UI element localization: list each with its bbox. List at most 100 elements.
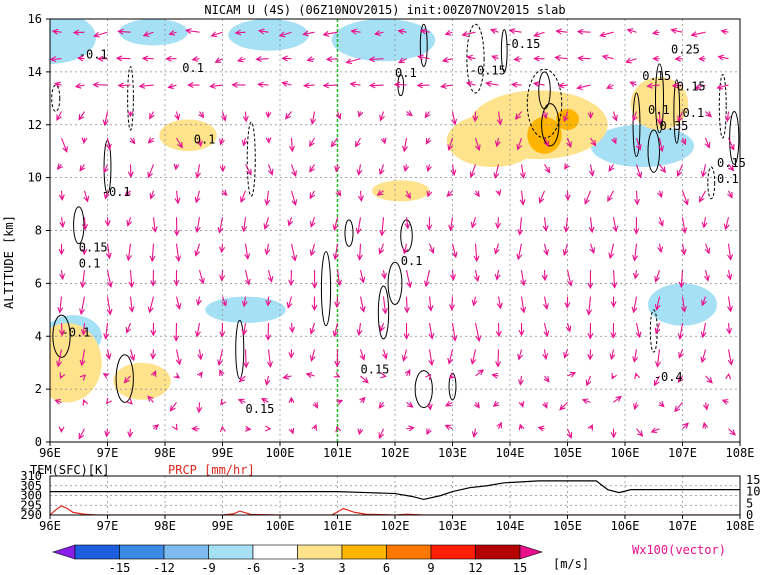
wind-vector bbox=[237, 398, 246, 405]
surface-x-tick-label: 108E bbox=[726, 519, 755, 533]
wind-vector bbox=[290, 243, 298, 262]
wind-vector bbox=[609, 349, 616, 361]
shading-region bbox=[372, 180, 430, 202]
wind-vector bbox=[356, 322, 363, 337]
wind-vector bbox=[79, 296, 86, 316]
wind-vector bbox=[104, 428, 111, 438]
wind-vector bbox=[403, 296, 410, 314]
contour-label: 0.15 bbox=[717, 156, 746, 170]
y-tick-label: 0 bbox=[35, 435, 42, 449]
wind-vector bbox=[585, 375, 592, 387]
wind-vector bbox=[444, 400, 453, 407]
wind-vector bbox=[449, 296, 455, 311]
colorbar-segment bbox=[74, 544, 120, 560]
wind-vector bbox=[701, 296, 707, 307]
wind-vector bbox=[728, 164, 735, 172]
wind-vector bbox=[58, 322, 65, 337]
wind-vector bbox=[150, 349, 157, 360]
wind-vector bbox=[704, 270, 710, 282]
wind-vector bbox=[611, 137, 617, 145]
wind-vector bbox=[474, 137, 481, 152]
wind-vector bbox=[312, 402, 318, 409]
wind-vector bbox=[334, 296, 341, 309]
contour-line bbox=[654, 63, 665, 134]
contour-label: 0.35 bbox=[660, 119, 689, 133]
wind-vector bbox=[288, 349, 295, 359]
wind-vector bbox=[58, 426, 65, 433]
contour-label: 0.1 bbox=[717, 172, 739, 186]
wind-vector bbox=[543, 322, 550, 338]
wind-vector bbox=[310, 111, 317, 125]
wind-vector bbox=[658, 217, 664, 227]
wind-vector bbox=[267, 270, 274, 283]
x-tick-label: 97E bbox=[97, 446, 119, 460]
wind-vector bbox=[451, 243, 458, 259]
wind-vector bbox=[491, 55, 499, 61]
wind-vector bbox=[257, 28, 269, 35]
wind-vector bbox=[564, 296, 571, 309]
wind-vector bbox=[302, 82, 315, 89]
wind-vector bbox=[128, 270, 135, 289]
colorbar-segment bbox=[163, 544, 209, 560]
wind-vector bbox=[721, 399, 729, 405]
wind-vector bbox=[406, 110, 413, 117]
wind-vector bbox=[397, 28, 407, 35]
wind-vector bbox=[541, 270, 548, 282]
wind-vector bbox=[102, 111, 109, 127]
wind-vector bbox=[124, 189, 132, 196]
wind-vector bbox=[92, 81, 108, 88]
wind-vector bbox=[654, 269, 661, 283]
wind-vector bbox=[380, 372, 387, 379]
wind-vector bbox=[305, 372, 315, 378]
wind-vector bbox=[690, 31, 706, 38]
colorbar-tick-label: -6 bbox=[246, 561, 260, 575]
contour-label: 0.25 bbox=[671, 42, 700, 56]
wind-vector bbox=[651, 29, 660, 36]
wind-vector bbox=[448, 372, 456, 379]
wind-vector bbox=[496, 111, 503, 126]
wind-vector bbox=[147, 137, 155, 144]
wind-vector bbox=[475, 369, 485, 377]
surface-right-tick-label: 0 bbox=[746, 508, 753, 522]
wind-vector bbox=[59, 372, 66, 380]
wind-vector bbox=[376, 189, 384, 196]
surface-series bbox=[50, 480, 740, 515]
wind-vector bbox=[450, 270, 457, 281]
wind-vector bbox=[58, 190, 65, 201]
wind-vector bbox=[80, 322, 87, 336]
chart-title: NICAM U (4S) (06Z10NOV2015) init:00Z07NO… bbox=[204, 3, 565, 17]
contour-line bbox=[344, 219, 354, 247]
wind-vector bbox=[56, 349, 63, 368]
wind-vector bbox=[381, 349, 388, 360]
wind-vector bbox=[281, 55, 292, 62]
contour-label: 0.1 bbox=[182, 61, 204, 75]
shading-region bbox=[119, 19, 188, 46]
wind-vector bbox=[241, 217, 248, 233]
wind-vector bbox=[587, 111, 594, 119]
wind-vector bbox=[175, 243, 182, 263]
x-tick-label: 98E bbox=[154, 446, 176, 460]
wind-vector bbox=[426, 164, 432, 173]
wind-vector bbox=[264, 375, 271, 386]
wind-vector bbox=[219, 323, 226, 338]
wind-vector bbox=[554, 54, 568, 61]
wind-vector bbox=[219, 243, 226, 254]
wind-vector bbox=[359, 349, 366, 361]
wind-vector bbox=[267, 349, 273, 368]
wind-vector bbox=[117, 28, 131, 35]
colorbar-tick-label: 6 bbox=[383, 561, 390, 575]
contour-label: 0.15 bbox=[79, 241, 108, 255]
wind-vector bbox=[726, 270, 733, 281]
wind-vector bbox=[632, 349, 639, 363]
wind-vector bbox=[519, 190, 526, 206]
wind-vector bbox=[610, 323, 617, 339]
wind-vector bbox=[151, 217, 158, 233]
contour-line bbox=[718, 74, 727, 139]
wind-vector bbox=[677, 322, 684, 340]
wind-vector bbox=[532, 81, 545, 88]
wind-vector bbox=[473, 243, 480, 263]
x-tick-label: 101E bbox=[323, 446, 352, 460]
surface-right-tick-label: 10 bbox=[746, 485, 760, 499]
wind-vector bbox=[516, 243, 523, 261]
wind-vector bbox=[147, 395, 154, 403]
